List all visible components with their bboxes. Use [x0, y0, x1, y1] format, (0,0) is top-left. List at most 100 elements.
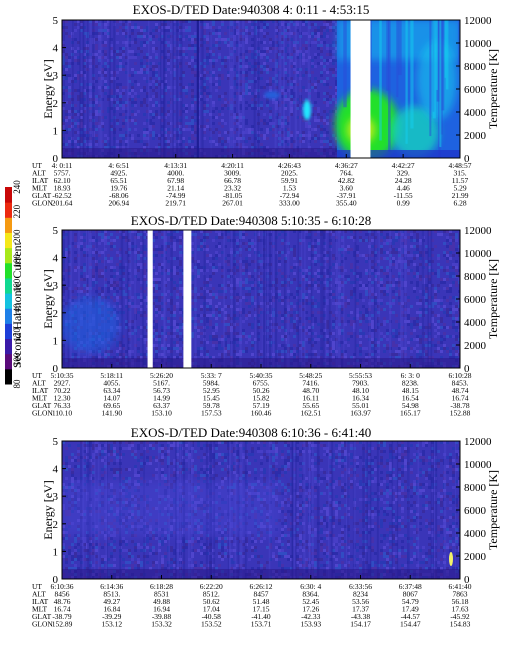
orbit-cell: 21.14 — [167, 184, 184, 193]
y-tick-label: 1 — [53, 335, 59, 347]
orbit-row-name: GLON — [32, 409, 53, 418]
orbit-cell: 17.63 — [452, 605, 469, 614]
y2-axis-label: Temperature [K] — [486, 470, 500, 550]
orbit-cell: 48.70 — [302, 386, 319, 395]
orbit-cell: 4:20:11 — [221, 161, 244, 170]
orbit-cell: 6.28 — [453, 199, 466, 208]
orbit-cell: 57.19 — [253, 401, 270, 410]
orbit-cell: 329. — [397, 169, 410, 178]
y2-tick-label: 10000 — [464, 38, 492, 50]
orbit-cell: 154.47 — [400, 620, 421, 629]
orbit-cell: 66.78 — [224, 176, 241, 185]
orbit-cell: 3.60 — [340, 184, 353, 193]
colorbar-tick-label: 120 — [12, 328, 22, 342]
orbit-cell: 7903. — [352, 379, 369, 388]
orbit-cell: 19.76 — [110, 184, 127, 193]
data-gap — [350, 20, 371, 158]
orbit-cell: 162.51 — [300, 409, 321, 418]
orbit-row-name: ILAT — [32, 386, 49, 395]
panel-1-title: EXOS-D/TED Date:940308 4: 0:11 - 4:53:15 — [133, 2, 370, 17]
y-tick-label: 3 — [53, 491, 59, 503]
orbit-row-name: ALT — [32, 590, 46, 599]
y-tick-label: 2 — [53, 519, 59, 531]
orbit-cell: -74.99 — [166, 191, 186, 200]
orbit-cell: 14.07 — [103, 394, 120, 403]
orbit-cell: 17.04 — [203, 605, 220, 614]
y2-tick-label: 0 — [464, 574, 470, 586]
orbit-cell: 16.34 — [352, 394, 369, 403]
orbit-cell: -72.94 — [280, 191, 300, 200]
orbit-cell: -42.33 — [301, 612, 321, 621]
orbit-row-name: UT — [32, 371, 42, 380]
orbit-cell: 7416. — [302, 379, 319, 388]
orbit-cell: 63.34 — [103, 386, 120, 395]
orbit-cell: 67.98 — [167, 176, 184, 185]
colorbar-tick-label: 80 — [12, 379, 22, 389]
y2-tick-label: 6000 — [464, 294, 487, 306]
orbit-cell: 18.93 — [54, 184, 71, 193]
orbit-cell: 50.62 — [203, 597, 220, 606]
orbit-cell: 4000. — [167, 169, 184, 178]
y2-tick-label: 10000 — [464, 248, 492, 260]
orbit-cell: 5:55:53 — [349, 371, 372, 380]
orbit-cell: 50.26 — [253, 386, 270, 395]
orbit-row-name: ILAT — [32, 597, 49, 606]
orbit-row-name: GLAT — [32, 191, 52, 200]
orbit-cell: 16.74 — [452, 394, 469, 403]
orbit-cell: 764. — [340, 169, 353, 178]
orbit-cell: 24.28 — [395, 176, 412, 185]
orbit-row-name: UT — [32, 161, 42, 170]
colorbar-tick-label: 200 — [12, 229, 22, 243]
orbit-cell: 51.48 — [253, 597, 270, 606]
orbit-row-name: UT — [32, 582, 42, 591]
orbit-cell: 8453. — [452, 379, 469, 388]
orbit-cell: 53.56 — [352, 597, 369, 606]
orbit-cell: -39.88 — [152, 612, 172, 621]
orbit-cell: 65.51 — [110, 176, 127, 185]
colorbar-segment — [5, 217, 12, 233]
orbit-cell: 153.12 — [101, 620, 122, 629]
orbit-cell: 17.15 — [253, 605, 270, 614]
orbit-cell: 5:40:35 — [250, 371, 273, 380]
y-tick-label: 4 — [53, 464, 59, 476]
y2-tick-label: 4000 — [464, 107, 487, 119]
orbit-cell: 63.37 — [153, 401, 170, 410]
y-tick-label: 2 — [53, 98, 59, 110]
colorbar-segment — [5, 338, 12, 355]
colorbar-tick-label: 220 — [12, 204, 22, 218]
y-tick-label: 0 — [53, 574, 59, 586]
orbit-cell: 52.95 — [203, 386, 220, 395]
orbit-cell: 4925. — [110, 169, 127, 178]
orbit-cell: 59.78 — [203, 401, 220, 410]
orbit-cell: 8512. — [203, 590, 220, 599]
data-gap — [147, 230, 153, 368]
orbit-cell: 154.17 — [350, 620, 371, 629]
heatmap — [62, 20, 460, 158]
orbit-row-name: MLT — [32, 394, 48, 403]
orbit-cell: 4:48:57 — [449, 161, 472, 170]
orbit-cell: 315. — [453, 169, 466, 178]
orbit-cell: -11.55 — [394, 191, 413, 200]
orbit-cell: 15.82 — [253, 394, 270, 403]
colorbar-segment — [5, 187, 12, 203]
orbit-cell: 16.74 — [54, 605, 71, 614]
orbit-cell: 219.71 — [165, 199, 186, 208]
orbit-cell: 48.10 — [352, 386, 369, 395]
orbit-cell: 160.46 — [251, 409, 272, 418]
orbit-cell: 6:18:28 — [150, 582, 173, 591]
y2-tick-label: 2000 — [464, 551, 487, 563]
orbit-row-name: GLAT — [32, 401, 52, 410]
orbit-cell: -40.58 — [202, 612, 222, 621]
orbit-cell: 201.64 — [52, 199, 73, 208]
orbit-cell: 4:13:31 — [164, 161, 187, 170]
orbit-cell: 153.52 — [201, 620, 222, 629]
orbit-cell: 48.15 — [402, 386, 419, 395]
y2-tick-label: 8000 — [464, 482, 487, 494]
orbit-cell: 17.26 — [302, 605, 319, 614]
orbit-cell: 17.37 — [352, 605, 369, 614]
y-tick-label: 5 — [53, 436, 59, 448]
colorbar-tick-label: 160 — [12, 278, 22, 292]
y-tick-label: 0 — [53, 153, 59, 165]
orbit-row-name: ALT — [32, 169, 46, 178]
orbit-cell: 267.01 — [222, 199, 243, 208]
